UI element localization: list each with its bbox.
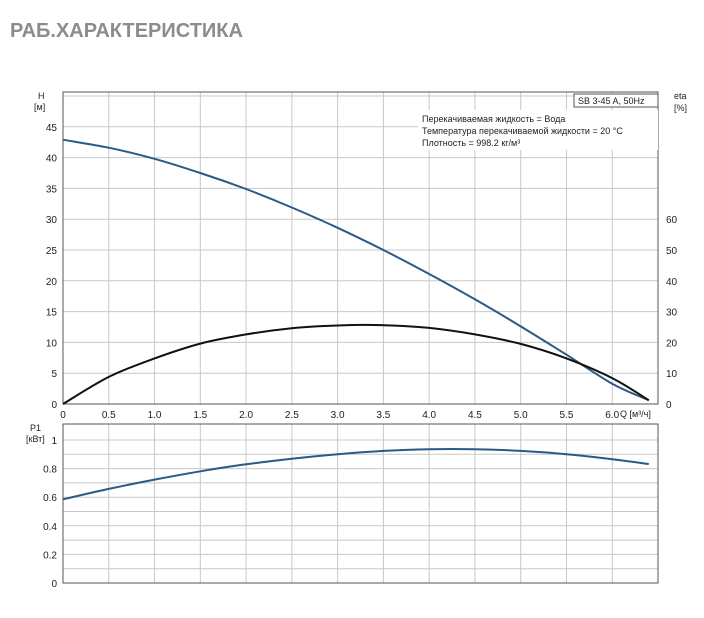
y2-tick-label: 40 [666, 277, 678, 288]
p1-tick-label: 0.4 [43, 522, 57, 533]
tick-labels: 0 0.5 1.0 1.5 2.0 2.5 3.0 3.5 4.0 4.5 5.0 5.5 6.0 0 5 1… [43, 123, 677, 590]
p1-axis-unit: [кВт] [26, 434, 45, 444]
x-tick-label: 3.0 [331, 410, 345, 421]
legend-label: SB 3-45 A, 50Hz [578, 96, 645, 106]
top-plot-frame [62, 91, 659, 405]
y2-tick-label: 50 [666, 246, 678, 257]
x-tick-label: 2.5 [285, 410, 299, 421]
y-tick-label: 35 [46, 184, 58, 195]
y2-tick-label: 20 [666, 338, 678, 349]
x-tick-label: 1.0 [148, 410, 162, 421]
p1-tick-label: 0.8 [43, 465, 57, 476]
info-line: Перекачиваемая жидкость = Вода [422, 114, 565, 124]
y2-axis-label: eta [674, 91, 687, 101]
y-tick-label: 0 [51, 400, 57, 411]
y-axis-unit: [м] [34, 102, 45, 112]
x-tick-label: 0 [60, 410, 66, 421]
bottom-plot-frame [62, 423, 659, 584]
x-tick-label: 5.0 [514, 410, 528, 421]
series-line-power [62, 447, 649, 501]
page-title: РАБ.ХАРАКТЕРИСТИКА [10, 20, 243, 42]
y-tick-label: 20 [46, 277, 58, 288]
y-tick-label: 45 [46, 123, 58, 134]
y-tick-label: 15 [46, 308, 58, 319]
legend: SB 3-45 A, 50Hz Перекачиваемая жидкость =… [418, 93, 659, 150]
p1-tick-label: 0 [51, 579, 57, 590]
y-tick-label: 10 [46, 338, 58, 349]
info-line: Температура перекачиваемой жидкости = 20… [422, 126, 623, 136]
y2-axis-unit: [%] [674, 103, 687, 113]
y-axis-label: H [38, 91, 45, 101]
y2-tick-label: 60 [666, 215, 678, 226]
axis-labels: H[м] eta [%] Q [м³/ч] P1[кВт] [26, 91, 687, 444]
x-tick-label: 5.5 [560, 410, 574, 421]
data-series [62, 138, 650, 501]
x-tick-label: 4.0 [422, 410, 436, 421]
x-tick-label: 0.5 [102, 410, 116, 421]
grid-lines [62, 92, 658, 583]
legend-box [573, 93, 659, 108]
x-tick-label: 2.0 [239, 410, 253, 421]
chart-frames [62, 91, 659, 584]
series-line-eta [62, 323, 650, 405]
info-background [418, 110, 658, 150]
y-tick-label: 30 [46, 215, 58, 226]
x-tick-label: 4.5 [468, 410, 482, 421]
y-tick-label: 40 [46, 154, 58, 165]
x-tick-label: 3.5 [376, 410, 390, 421]
x-tick-label: 1.5 [193, 410, 207, 421]
p1-axis-label: P1 [30, 423, 41, 433]
info-line: Плотность = 998.2 кг/м³ [422, 138, 520, 148]
p1-tick-label: 0.6 [43, 493, 57, 504]
x-axis-label: Q [м³/ч] [620, 409, 651, 419]
y-tick-label: 25 [46, 246, 58, 257]
y2-tick-label: 0 [666, 400, 672, 411]
x-tick-label: 6.0 [605, 410, 619, 421]
p1-tick-label: 1 [51, 436, 57, 447]
p1-tick-label: 0.2 [43, 550, 57, 561]
y2-tick-label: 10 [666, 369, 678, 380]
series-line-head [62, 138, 650, 402]
y2-tick-label: 30 [666, 308, 678, 319]
y-tick-label: 5 [51, 369, 57, 380]
